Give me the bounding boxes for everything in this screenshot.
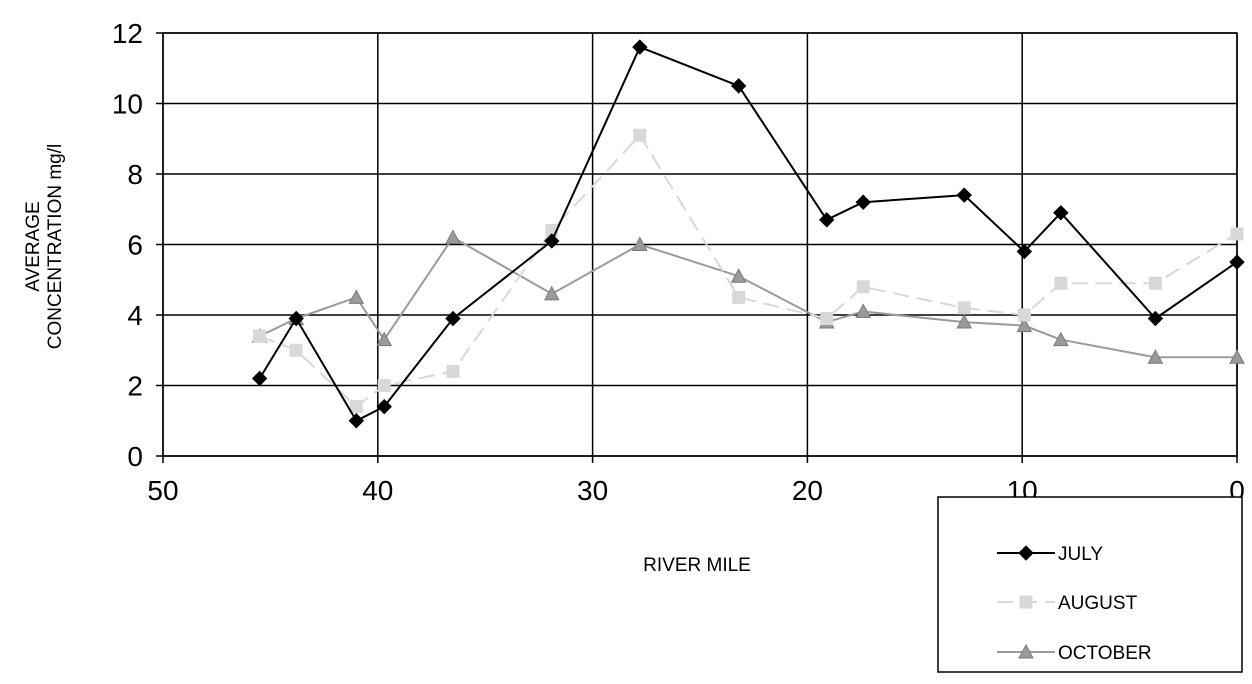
legend-label-august: AUGUST bbox=[1058, 593, 1138, 614]
data-point-october bbox=[543, 285, 560, 301]
data-point-july bbox=[730, 78, 747, 94]
y-tick-label: 0 bbox=[127, 441, 143, 472]
data-point-august bbox=[377, 379, 391, 392]
data-point-october bbox=[445, 229, 461, 244]
series-line-august bbox=[259, 134, 1238, 408]
data-point-july bbox=[544, 233, 560, 249]
y-tick-label: 6 bbox=[127, 230, 143, 261]
data-point-october bbox=[730, 268, 747, 283]
x-tick-label: 50 bbox=[147, 475, 178, 506]
series-line-october bbox=[259, 236, 1237, 359]
gridlines bbox=[162, 32, 1238, 457]
y-axis-title-line-2: CONCENTRATION mg/l bbox=[45, 144, 66, 349]
data-point-august bbox=[1148, 276, 1162, 290]
data-point-august bbox=[289, 343, 303, 357]
legend-marker-august bbox=[1019, 595, 1033, 609]
y-tick-label: 8 bbox=[127, 159, 143, 190]
data-point-august bbox=[633, 128, 647, 142]
data-point-october bbox=[1147, 349, 1164, 364]
data-point-july bbox=[819, 212, 835, 228]
x-tick-label: 30 bbox=[577, 475, 608, 506]
x-tick-label: 20 bbox=[792, 475, 823, 506]
data-point-october bbox=[855, 303, 872, 318]
legend-item-july: JULY bbox=[997, 544, 1103, 565]
legend: JULY AUGUST OCTOBER bbox=[937, 496, 1243, 673]
data-point-august bbox=[820, 312, 834, 326]
data-point-july bbox=[1229, 254, 1245, 270]
data-point-july bbox=[376, 398, 392, 415]
data-point-july bbox=[288, 310, 304, 327]
data-point-august bbox=[349, 400, 363, 414]
series-august bbox=[253, 128, 1244, 414]
y-tick-label: 4 bbox=[127, 300, 143, 331]
y-tick-label: 12 bbox=[112, 18, 143, 49]
data-point-august bbox=[856, 280, 870, 294]
data-point-october bbox=[632, 236, 648, 251]
legend-box bbox=[937, 496, 1243, 673]
legend-label-july: JULY bbox=[1058, 544, 1103, 565]
y-axis-ticks: 0 2 4 6 8 10 12 bbox=[112, 18, 163, 472]
y-axis-title-line-1: AVERAGE bbox=[23, 201, 44, 291]
data-point-october bbox=[956, 313, 973, 329]
legend-marker-october bbox=[1018, 643, 1034, 659]
legend-marker-july bbox=[1018, 545, 1034, 561]
data-point-october bbox=[348, 289, 365, 304]
x-tick-label: 40 bbox=[362, 475, 393, 506]
data-point-july bbox=[1053, 205, 1069, 221]
data-point-august bbox=[1230, 227, 1244, 241]
data-point-july bbox=[1147, 310, 1164, 327]
legend-item-october: OCTOBER bbox=[997, 643, 1152, 664]
data-point-october bbox=[1053, 331, 1069, 347]
data-point-october bbox=[1016, 317, 1033, 333]
data-point-october bbox=[376, 331, 393, 347]
data-point-july bbox=[348, 413, 365, 429]
y-tick-label: 10 bbox=[112, 89, 143, 120]
data-point-august bbox=[1017, 308, 1031, 322]
data-point-july bbox=[632, 39, 648, 55]
data-point-july bbox=[855, 194, 871, 210]
data-point-july bbox=[1016, 243, 1033, 260]
y-tick-label: 2 bbox=[127, 371, 143, 402]
data-point-october bbox=[1229, 349, 1245, 364]
data-point-july bbox=[956, 187, 972, 203]
x-axis-title: RIVER MILE bbox=[643, 555, 751, 576]
legend-item-august: AUGUST bbox=[997, 593, 1138, 614]
legend-label-october: OCTOBER bbox=[1058, 643, 1152, 664]
data-point-august bbox=[446, 364, 460, 378]
data-point-july bbox=[251, 370, 268, 387]
data-point-august bbox=[1054, 276, 1068, 290]
data-point-august bbox=[732, 290, 746, 304]
data-point-august bbox=[253, 329, 267, 343]
series-july bbox=[251, 39, 1245, 429]
series-layer bbox=[251, 39, 1245, 429]
data-point-july bbox=[445, 310, 461, 327]
data-point-august bbox=[957, 301, 971, 315]
